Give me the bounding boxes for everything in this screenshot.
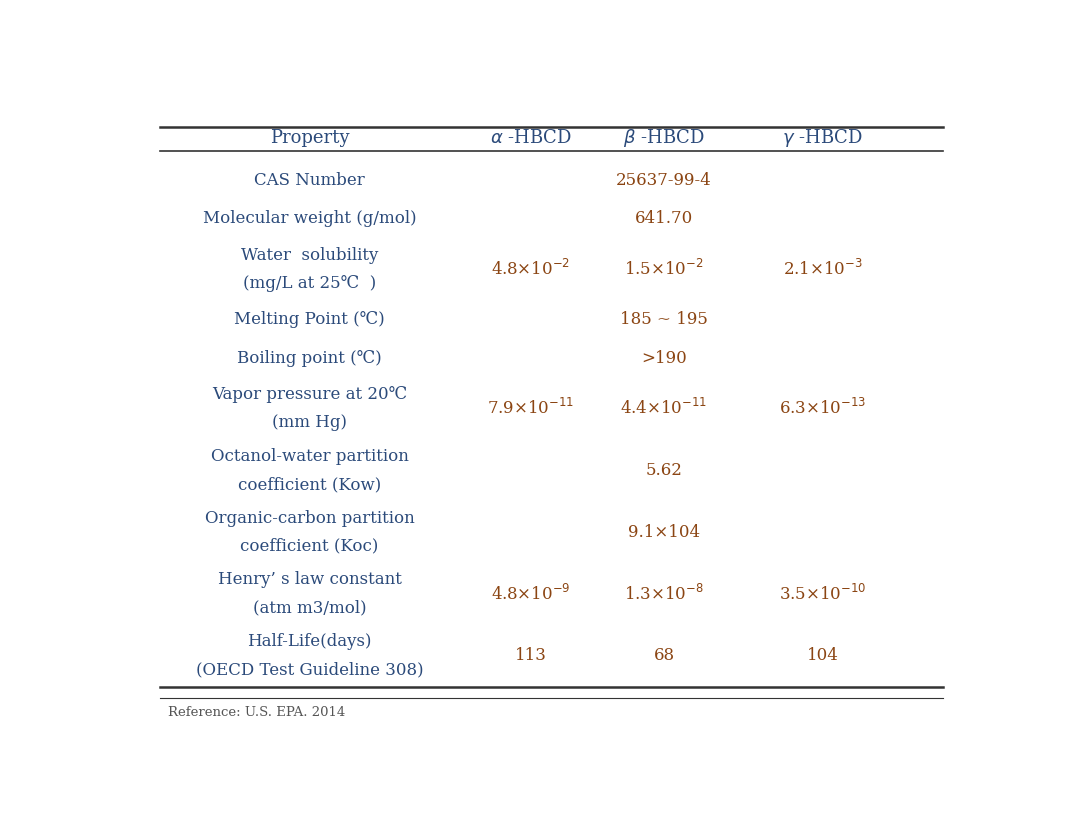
Text: >190: >190 xyxy=(641,350,686,367)
Text: 9.1×104: 9.1×104 xyxy=(628,524,700,541)
Text: Boiling point (℃): Boiling point (℃) xyxy=(237,350,382,367)
Text: 1.5×10$^{-2}$: 1.5×10$^{-2}$ xyxy=(624,259,704,279)
Text: (mg/L at 25℃  ): (mg/L at 25℃ ) xyxy=(243,275,377,292)
Text: 68: 68 xyxy=(653,647,675,665)
Text: 641.70: 641.70 xyxy=(635,211,693,227)
Text: 1.3×10$^{-8}$: 1.3×10$^{-8}$ xyxy=(624,584,704,604)
Text: 6.3×10$^{-13}$: 6.3×10$^{-13}$ xyxy=(779,398,866,418)
Text: Organic-carbon partition: Organic-carbon partition xyxy=(204,510,414,526)
Text: coefficient (Koc): coefficient (Koc) xyxy=(240,538,379,555)
Text: Vapor pressure at 20℃: Vapor pressure at 20℃ xyxy=(212,386,407,403)
Text: CAS Number: CAS Number xyxy=(254,172,365,189)
Text: Octanol-water partition: Octanol-water partition xyxy=(211,447,409,465)
Text: (atm m3/mol): (atm m3/mol) xyxy=(253,600,367,616)
Text: 3.5×10$^{-10}$: 3.5×10$^{-10}$ xyxy=(779,584,866,604)
Text: Property: Property xyxy=(270,129,350,147)
Text: 2.1×10$^{-3}$: 2.1×10$^{-3}$ xyxy=(782,259,863,279)
Text: 4.8×10$^{-9}$: 4.8×10$^{-9}$ xyxy=(491,584,570,604)
Text: 4.4×10$^{-11}$: 4.4×10$^{-11}$ xyxy=(621,398,708,418)
Text: $\alpha$ -HBCD: $\alpha$ -HBCD xyxy=(490,129,571,147)
Text: 25637-99-4: 25637-99-4 xyxy=(617,172,712,189)
Text: 7.9×10$^{-11}$: 7.9×10$^{-11}$ xyxy=(487,398,575,418)
Text: Molecular weight (g/mol): Molecular weight (g/mol) xyxy=(202,211,416,227)
Text: 113: 113 xyxy=(514,647,547,665)
Text: $\gamma$ -HBCD: $\gamma$ -HBCD xyxy=(782,127,863,149)
Text: Melting Point (℃): Melting Point (℃) xyxy=(235,311,385,328)
Text: Reference: U.S. EPA. 2014: Reference: U.S. EPA. 2014 xyxy=(168,706,345,719)
Text: 185 ~ 195: 185 ~ 195 xyxy=(620,311,708,328)
Text: (mm Hg): (mm Hg) xyxy=(272,414,348,431)
Text: Henry’ s law constant: Henry’ s law constant xyxy=(217,571,401,588)
Text: coefficient (Kow): coefficient (Kow) xyxy=(238,476,381,493)
Text: (OECD Test Guideline 308): (OECD Test Guideline 308) xyxy=(196,661,424,679)
Text: 104: 104 xyxy=(807,647,838,665)
Text: 4.8×10$^{-2}$: 4.8×10$^{-2}$ xyxy=(491,259,570,279)
Text: $\beta$ -HBCD: $\beta$ -HBCD xyxy=(623,127,705,149)
Text: Half-Life(days): Half-Life(days) xyxy=(247,633,372,651)
Text: 5.62: 5.62 xyxy=(646,461,682,479)
Text: Water  solubility: Water solubility xyxy=(241,247,379,263)
